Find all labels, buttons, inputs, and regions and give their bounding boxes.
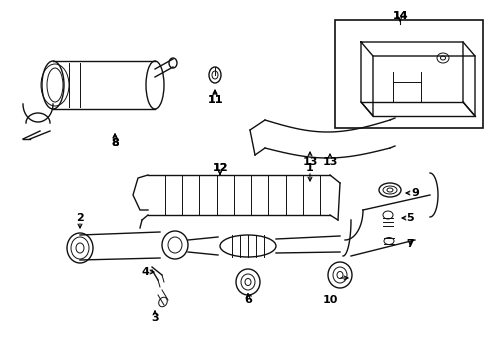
Text: 14: 14 (391, 11, 407, 21)
Text: 9: 9 (410, 188, 418, 198)
Text: 13: 13 (302, 157, 317, 167)
Text: 1: 1 (305, 163, 313, 173)
Text: 2: 2 (76, 213, 84, 223)
Text: 12: 12 (212, 163, 227, 173)
Bar (334, 20, 482, 128)
Text: 7: 7 (406, 239, 413, 249)
Text: 14: 14 (391, 11, 407, 21)
Text: 10: 10 (322, 295, 337, 305)
Text: 13: 13 (322, 157, 337, 167)
Text: 4: 4 (141, 267, 149, 277)
Text: 5: 5 (406, 213, 413, 223)
Text: 3: 3 (151, 313, 159, 323)
Text: 6: 6 (244, 295, 251, 305)
Text: 8: 8 (111, 138, 119, 148)
Text: 11: 11 (207, 95, 223, 105)
Text: 12: 12 (212, 163, 227, 173)
Text: 8: 8 (111, 138, 119, 148)
Text: 11: 11 (207, 95, 223, 105)
